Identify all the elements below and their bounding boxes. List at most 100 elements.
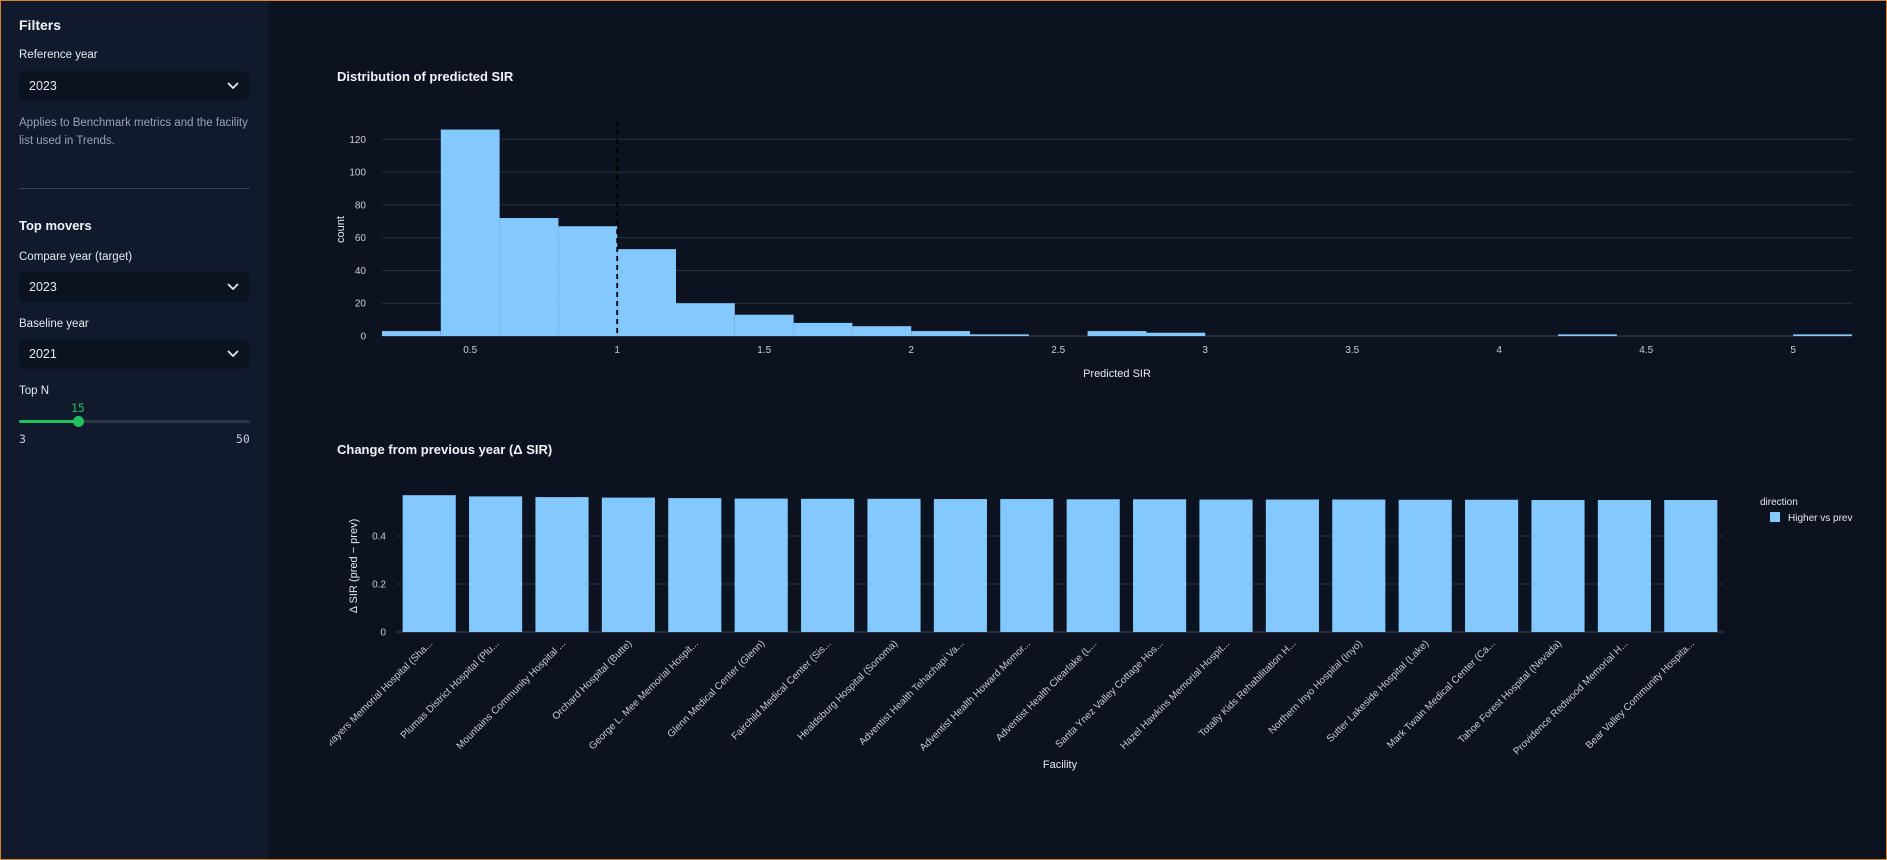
delta-bar (734, 498, 788, 632)
hist-x-tick-label: 1.5 (757, 345, 771, 356)
delta-bar (1265, 499, 1319, 632)
hist-bar (970, 334, 1029, 336)
reference-year-value: 2023 (29, 79, 57, 93)
delta-bar (1398, 499, 1452, 632)
sidebar: Filters Reference year 2023 Applies to B… (0, 0, 268, 860)
delta-x-tick-label: George L. Mee Memorial Hospit... (587, 638, 701, 752)
baseline-year-value: 2021 (29, 347, 57, 361)
legend-title: direction (1760, 497, 1798, 508)
hist-x-tick-label: 4.5 (1639, 345, 1653, 356)
hist-bar (734, 314, 794, 336)
legend-swatch (1770, 512, 1780, 522)
hist-bar (1087, 331, 1147, 336)
hist-y-tick-label: 80 (355, 200, 367, 211)
hist-y-tick-label: 60 (355, 233, 367, 244)
hist-x-tick-label: 4 (1496, 345, 1502, 356)
histogram-chart: 0 20 40 60 80 100 120 0.5 1 1.5 2 2.5 3 3.5 4 4.5 5 Predi… (335, 121, 1852, 380)
reference-year-select[interactable]: 2023 (19, 71, 250, 101)
hist-bar (676, 303, 735, 336)
delta-bar (1664, 500, 1718, 632)
delta-bar (1133, 499, 1187, 632)
hist-x-axis-title: Predicted SIR (1083, 368, 1151, 380)
delta-bar (668, 498, 722, 632)
delta-x-tick-label: Mountains Community Hospital ... (455, 638, 569, 752)
delta-bar (933, 499, 987, 632)
delta-y-tick-label: 0.4 (372, 532, 386, 543)
top-n-slider-min: 3 (19, 432, 26, 446)
hist-bar (1558, 334, 1617, 336)
hist-x-tick-label: 3.5 (1345, 345, 1359, 356)
delta-bar (535, 497, 589, 632)
top-n-slider-max: 50 (236, 432, 250, 446)
filters-title: Filters (19, 17, 62, 33)
hist-bar (852, 326, 912, 336)
delta-x-tick-label: Adventist Health Tehachapi Va... (857, 638, 966, 747)
delta-x-tick-label: Santa Ynez Valley Cottage Hos... (1054, 638, 1166, 750)
hist-bar (558, 226, 618, 336)
top-n-slider-fill (19, 420, 78, 423)
hist-bar (382, 331, 441, 336)
delta-x-axis-title: Facility (1043, 759, 1078, 771)
delta-x-tick-label: Bear Valley Community Hospita... (1584, 638, 1697, 751)
delta-x-tick-label: Providence Redwood Memorial H... (1512, 638, 1631, 757)
hist-bar (793, 322, 853, 336)
delta-bar (1199, 499, 1253, 632)
delta-bar (469, 496, 523, 632)
compare-year-label: Compare year (target) (19, 251, 133, 263)
hist-bar (499, 218, 559, 336)
top-n-slider[interactable] (19, 416, 250, 427)
delta-bar (1000, 499, 1054, 632)
delta-x-tick-label: Hazel Hawkins Memorial Hospit... (1119, 638, 1232, 751)
histogram-title: Distribution of predicted SIR (337, 69, 514, 84)
delta-x-tick-label: Adventist Health Howard Memor... (918, 638, 1033, 753)
sidebar-divider (19, 188, 250, 189)
top-n-slider-value: 15 (70, 401, 85, 415)
hist-x-tick-label: 5 (1790, 345, 1796, 356)
hist-x-tick-label: 1 (614, 345, 620, 356)
delta-y-tick-label: 0 (380, 628, 386, 639)
delta-bar (867, 498, 921, 632)
hist-y-tick-label: 120 (349, 135, 366, 146)
hist-bar (440, 129, 500, 336)
hist-bar (911, 331, 970, 336)
delta-bar (402, 495, 456, 632)
hist-y-tick-label: 40 (355, 266, 367, 277)
delta-bar-chart: 0 0.2 0.4 Mayers Memorial Hospital (Sha... P… (330, 495, 1852, 771)
hist-y-tick-label: 100 (349, 168, 366, 179)
hist-bar (617, 249, 676, 336)
hist-x-tick-label: 2.5 (1051, 345, 1065, 356)
delta-chart-title: Change from previous year (Δ SIR) (337, 442, 553, 457)
delta-bar (1465, 499, 1519, 632)
delta-bar (1066, 499, 1120, 632)
hist-bar (1793, 334, 1852, 336)
top-n-label: Top N (19, 385, 50, 397)
compare-year-value: 2023 (29, 280, 57, 294)
delta-bar (601, 497, 655, 632)
delta-bar (801, 498, 855, 632)
reference-year-help: Applies to Benchmark metrics and the fac… (19, 117, 248, 147)
reference-year-label: Reference year (19, 49, 98, 61)
top-movers-title: Top movers (19, 218, 92, 233)
delta-x-tick-label: Mark Twain Medical Center (Ca... (1385, 638, 1498, 751)
hist-y-tick-label: 20 (355, 299, 367, 310)
delta-bar (1597, 500, 1651, 632)
top-n-slider-thumb[interactable] (72, 416, 84, 427)
hist-x-tick-label: 2 (908, 345, 914, 356)
chevron-down-icon (226, 347, 240, 361)
baseline-year-select[interactable]: 2021 (19, 339, 250, 369)
hist-y-tick-label: 0 (360, 332, 366, 343)
delta-bar (1531, 500, 1585, 632)
legend-item-label: Higher vs prev (1788, 513, 1852, 524)
hist-x-tick-label: 3 (1202, 345, 1208, 356)
chevron-down-icon (226, 280, 240, 294)
hist-y-axis-title: count (335, 216, 347, 243)
chevron-down-icon (226, 79, 240, 93)
compare-year-select[interactable]: 2023 (19, 272, 250, 302)
hist-bar (1146, 332, 1206, 336)
delta-y-axis-title: Δ SIR (pred − prev) (348, 519, 360, 613)
delta-y-tick-label: 0.2 (372, 580, 386, 591)
hist-x-tick-label: 0.5 (463, 345, 477, 356)
delta-x-tick-label: Mayers Memorial Hospital (Sha... (330, 638, 435, 750)
baseline-year-label: Baseline year (19, 318, 89, 330)
delta-bar (1332, 499, 1386, 632)
